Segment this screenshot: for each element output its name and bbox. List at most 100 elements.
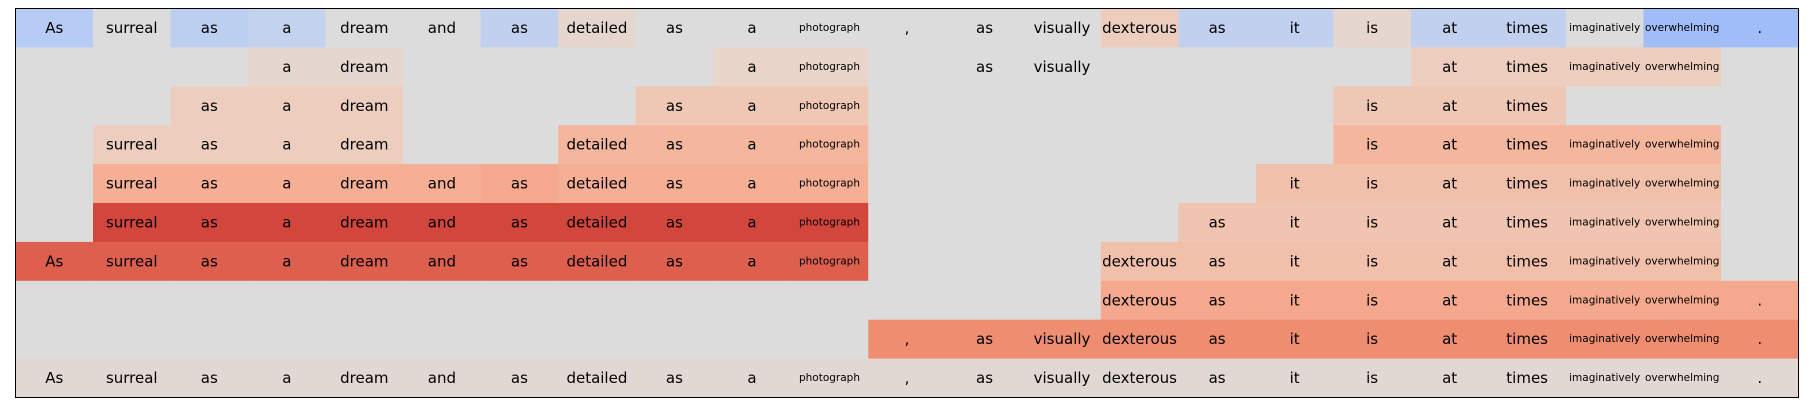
heatmap-cell-r8-c12 bbox=[945, 319, 1024, 360]
token-label-r0-c4: dream bbox=[340, 19, 388, 37]
token-label-r5-c5: and bbox=[428, 213, 456, 231]
heatmap-cell-r6-c22 bbox=[1720, 241, 1800, 282]
token-label-r5-c7: detailed bbox=[566, 213, 627, 231]
heatmap-cell-r1-c16 bbox=[1255, 47, 1334, 87]
token-label-r4-c10: photograph bbox=[799, 178, 860, 190]
heatmap-cell-r9-c11 bbox=[868, 358, 947, 399]
token-label-r8-c19: times bbox=[1506, 330, 1548, 348]
token-label-r6-c19: times bbox=[1506, 252, 1548, 270]
heatmap-cell-r8-c16 bbox=[1255, 319, 1334, 360]
token-label-r2-c10: photograph bbox=[799, 100, 860, 112]
heatmap-cell-r4-c11 bbox=[868, 164, 947, 204]
heatmap-cell-r8-c17 bbox=[1333, 319, 1412, 360]
heatmap-cell-r8-c10 bbox=[790, 319, 869, 360]
heatmap-cell-r6-c21 bbox=[1643, 241, 1722, 282]
token-label-r2-c19: times bbox=[1506, 97, 1548, 115]
heatmap-cell-r5-c8 bbox=[635, 203, 714, 243]
token-label-r3-c7: detailed bbox=[566, 136, 627, 154]
heatmap-cell-r8-c20 bbox=[1565, 319, 1645, 360]
heatmap-cell-r0-c14 bbox=[1100, 8, 1179, 48]
heatmap-cell-r5-c7 bbox=[558, 203, 637, 243]
token-label-r1-c19: times bbox=[1506, 58, 1548, 76]
token-label-r8-c21: overwhelming bbox=[1645, 333, 1720, 345]
heatmap-cell-r2-c1 bbox=[93, 86, 172, 126]
heatmap-cell-r8-c14 bbox=[1100, 319, 1179, 360]
heatmap-token-labels: As surreal as a dream and as detailed as a photogr… bbox=[45, 19, 1762, 387]
heatmap-cell-r2-c21 bbox=[1643, 86, 1722, 126]
token-label-r6-c10: photograph bbox=[799, 255, 860, 267]
heatmap-cell-r7-c20 bbox=[1565, 280, 1645, 321]
heatmap-cell-r5-c2 bbox=[170, 203, 249, 243]
token-label-r3-c8: as bbox=[666, 136, 683, 154]
heatmap-cell-r9-c10 bbox=[790, 358, 869, 399]
heatmap-cell-r1-c19 bbox=[1488, 47, 1567, 87]
heatmap-cell-r0-c8 bbox=[635, 8, 714, 48]
token-label-r0-c2: as bbox=[201, 19, 218, 37]
heatmap-cell-r2-c5 bbox=[403, 86, 482, 126]
heatmap-cell-r0-c1 bbox=[93, 8, 172, 48]
token-label-r3-c4: dream bbox=[340, 136, 388, 154]
heatmap-cell-r1-c6 bbox=[480, 47, 559, 87]
token-label-r3-c20: imaginatively bbox=[1569, 139, 1640, 151]
heatmap-cell-r5-c22 bbox=[1720, 203, 1800, 243]
token-label-r2-c17: is bbox=[1366, 97, 1378, 115]
token-label-r6-c8: as bbox=[666, 252, 683, 270]
token-label-r1-c18: at bbox=[1442, 58, 1457, 76]
heatmap-cell-r4-c20 bbox=[1565, 164, 1645, 204]
heatmap-cell-r7-c5 bbox=[403, 280, 482, 321]
token-label-r8-c15: as bbox=[1209, 330, 1226, 348]
token-label-r9-c2: as bbox=[201, 369, 218, 387]
heatmap-cell-r4-c7 bbox=[558, 164, 637, 204]
token-label-r6-c20: imaginatively bbox=[1569, 255, 1640, 267]
heatmap-cell-r2-c0 bbox=[15, 86, 94, 126]
heatmap-cell-r4-c1 bbox=[93, 164, 172, 204]
token-label-r0-c8: as bbox=[666, 19, 683, 37]
heatmap-cell-r0-c7 bbox=[558, 8, 637, 48]
heatmap-cell-r7-c11 bbox=[868, 280, 947, 321]
token-label-r5-c2: as bbox=[201, 213, 218, 231]
heatmap-cell-r0-c4 bbox=[325, 8, 404, 48]
token-label-r9-c20: imaginatively bbox=[1569, 372, 1640, 384]
heatmap-cell-r3-c18 bbox=[1410, 125, 1490, 165]
token-label-r4-c16: it bbox=[1290, 175, 1300, 193]
heatmap-cell-r0-c13 bbox=[1023, 8, 1102, 48]
token-label-r6-c7: detailed bbox=[566, 252, 627, 270]
token-label-r3-c2: as bbox=[201, 136, 218, 154]
heatmap-cell-r2-c17 bbox=[1333, 86, 1412, 126]
heatmap-cell-r8-c19 bbox=[1488, 319, 1567, 360]
heatmap-cell-r3-c22 bbox=[1720, 125, 1800, 165]
heatmap-cell-r0-c15 bbox=[1178, 8, 1257, 48]
heatmap-cell-r2-c14 bbox=[1100, 86, 1179, 126]
heatmap-cell-r4-c13 bbox=[1023, 164, 1102, 204]
token-label-r4-c19: times bbox=[1506, 175, 1548, 193]
token-label-r8-c13: visually bbox=[1034, 330, 1091, 348]
heatmap-cell-r5-c16 bbox=[1255, 203, 1334, 243]
heatmap-cell-r0-c21 bbox=[1643, 8, 1722, 48]
heatmap-cell-r1-c10 bbox=[790, 47, 869, 87]
token-label-r3-c18: at bbox=[1442, 136, 1457, 154]
token-label-r6-c4: dream bbox=[340, 252, 388, 270]
heatmap-cell-r6-c9 bbox=[713, 241, 792, 282]
heatmap-cell-r1-c14 bbox=[1100, 47, 1179, 87]
token-label-r6-c17: is bbox=[1366, 252, 1378, 270]
token-label-r5-c10: photograph bbox=[799, 216, 860, 228]
heatmap-cell-r1-c21 bbox=[1643, 47, 1722, 87]
token-label-r0-c0: As bbox=[45, 19, 63, 37]
heatmap-cell-r1-c2 bbox=[170, 47, 249, 87]
heatmap-cell-r8-c6 bbox=[480, 319, 559, 360]
heatmap-cell-r1-c7 bbox=[558, 47, 637, 87]
heatmap-cell-r4-c22 bbox=[1720, 164, 1800, 204]
heatmap-cell-r0-c0 bbox=[15, 8, 94, 48]
token-label-r7-c19: times bbox=[1506, 291, 1548, 309]
heatmap-cell-r6-c8 bbox=[635, 241, 714, 282]
heatmap-cell-r0-c6 bbox=[480, 8, 559, 48]
heatmap-cell-r2-c15 bbox=[1178, 86, 1257, 126]
heatmap-cell-r4-c21 bbox=[1643, 164, 1722, 204]
token-label-r3-c19: times bbox=[1506, 136, 1548, 154]
heatmap-cell-r4-c18 bbox=[1410, 164, 1490, 204]
token-label-r1-c20: imaginatively bbox=[1569, 61, 1640, 73]
heatmap-cell-r8-c21 bbox=[1643, 319, 1722, 360]
token-label-r6-c15: as bbox=[1209, 252, 1226, 270]
heatmap-cell-r7-c19 bbox=[1488, 280, 1567, 321]
